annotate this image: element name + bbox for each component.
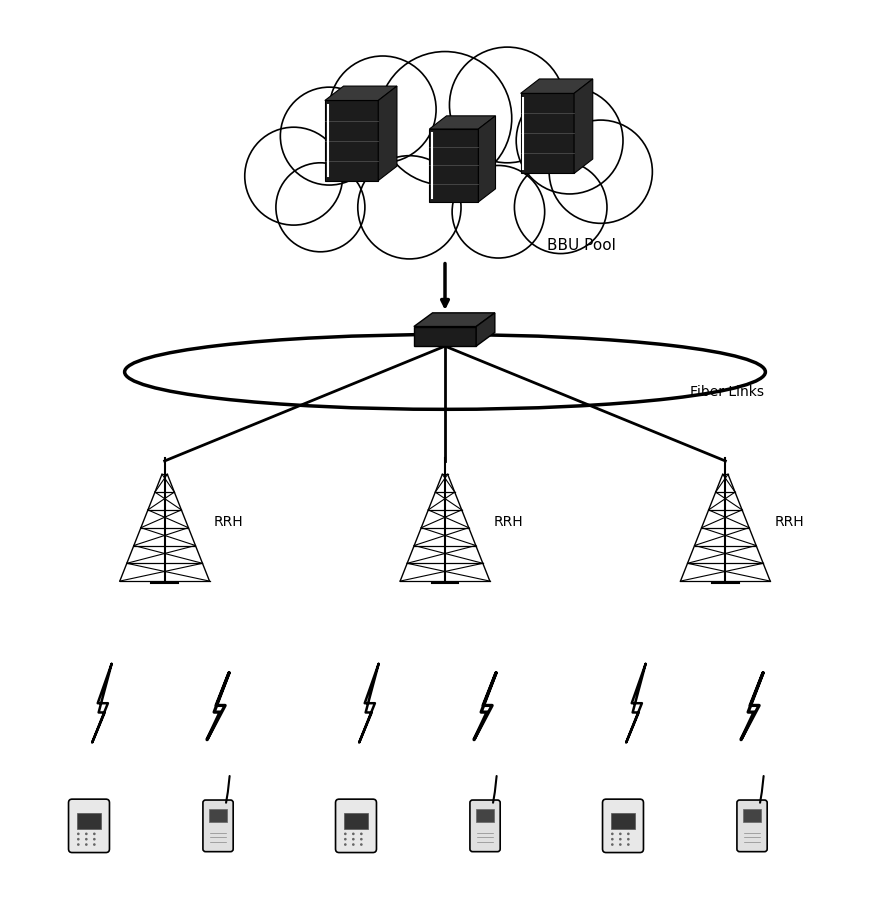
Circle shape (77, 844, 80, 845)
Circle shape (352, 838, 354, 841)
Polygon shape (521, 79, 593, 93)
Circle shape (627, 844, 630, 845)
Circle shape (378, 51, 512, 185)
Bar (344, 813, 368, 829)
FancyBboxPatch shape (603, 799, 643, 853)
Polygon shape (414, 327, 476, 346)
Circle shape (85, 833, 87, 835)
Circle shape (449, 47, 565, 163)
Circle shape (360, 833, 363, 835)
Circle shape (514, 161, 607, 254)
Polygon shape (325, 100, 378, 181)
Circle shape (611, 844, 613, 845)
FancyBboxPatch shape (470, 800, 500, 852)
Circle shape (329, 56, 436, 163)
Polygon shape (378, 86, 397, 181)
Circle shape (85, 838, 87, 841)
Text: RRH: RRH (774, 515, 804, 530)
Circle shape (611, 833, 613, 835)
Polygon shape (429, 129, 479, 202)
Bar (77, 813, 101, 829)
Circle shape (360, 838, 363, 841)
FancyBboxPatch shape (737, 800, 767, 852)
Circle shape (619, 833, 621, 835)
Bar (209, 809, 227, 823)
Bar (476, 809, 494, 823)
Text: RRH: RRH (494, 515, 523, 530)
Circle shape (344, 833, 347, 835)
FancyBboxPatch shape (336, 799, 376, 853)
Polygon shape (479, 116, 496, 202)
Bar (611, 813, 635, 829)
Circle shape (619, 844, 621, 845)
Circle shape (549, 121, 652, 224)
Circle shape (611, 838, 613, 841)
Polygon shape (476, 313, 495, 346)
Circle shape (344, 838, 347, 841)
Circle shape (627, 833, 630, 835)
Circle shape (93, 833, 96, 835)
Bar (743, 809, 761, 823)
Circle shape (93, 838, 96, 841)
Polygon shape (574, 79, 593, 173)
Polygon shape (521, 93, 574, 173)
Circle shape (280, 87, 378, 185)
Circle shape (360, 844, 363, 845)
FancyBboxPatch shape (69, 799, 109, 853)
Circle shape (85, 844, 87, 845)
Polygon shape (429, 116, 496, 129)
Circle shape (516, 87, 623, 194)
Circle shape (77, 833, 80, 835)
Circle shape (77, 838, 80, 841)
Text: BBU Pool: BBU Pool (547, 238, 616, 254)
Text: Fiber Links: Fiber Links (690, 384, 764, 399)
Circle shape (627, 838, 630, 841)
Text: RRH: RRH (214, 515, 243, 530)
FancyBboxPatch shape (203, 800, 233, 852)
Circle shape (344, 844, 347, 845)
Polygon shape (325, 86, 397, 100)
Polygon shape (414, 313, 495, 327)
Circle shape (276, 163, 365, 252)
Circle shape (358, 156, 461, 259)
Circle shape (93, 844, 96, 845)
Circle shape (452, 165, 545, 258)
Circle shape (352, 833, 354, 835)
Circle shape (245, 127, 343, 226)
Circle shape (369, 91, 521, 243)
Circle shape (619, 838, 621, 841)
Circle shape (352, 844, 354, 845)
